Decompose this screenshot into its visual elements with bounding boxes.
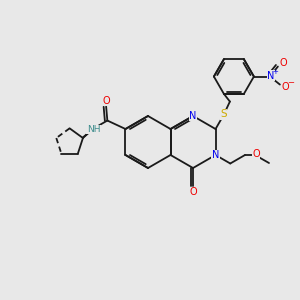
Text: O: O [189,187,197,197]
Text: NH: NH [87,125,100,134]
Text: O: O [279,58,287,68]
Text: O: O [281,82,289,92]
Text: N: N [212,150,219,160]
Text: S: S [220,109,227,119]
Text: +: + [272,68,278,74]
Text: O: O [252,149,260,159]
Text: −: − [287,78,294,87]
Text: N: N [189,111,197,121]
Text: N: N [267,70,274,80]
Text: O: O [102,96,110,106]
